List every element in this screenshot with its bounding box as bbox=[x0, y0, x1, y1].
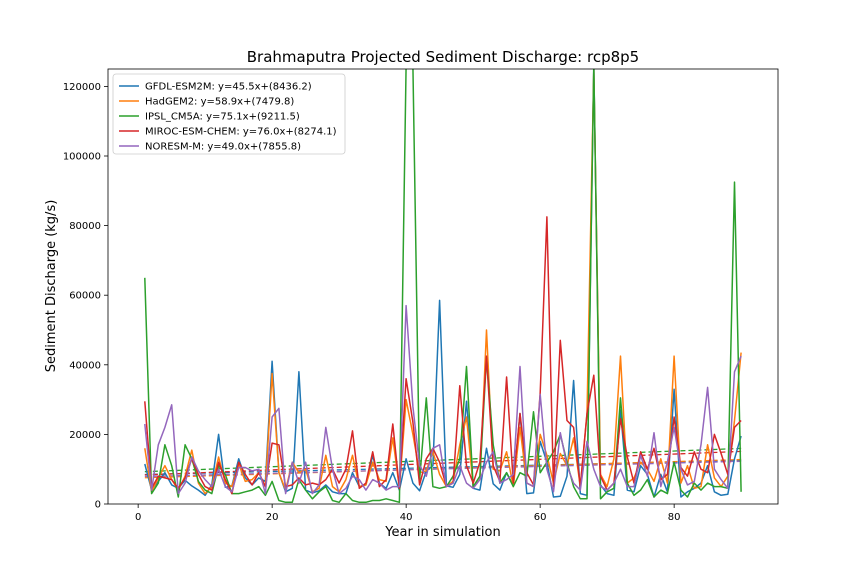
plot-frame bbox=[107, 68, 779, 505]
series-line bbox=[144, 69, 742, 498]
legend-label: IPSL_CM5A: y=75.1x+(9211.5) bbox=[145, 112, 300, 123]
legend: GFDL-ESM2M: y=45.5x+(8436.2) HadGEM2: y=5… bbox=[112, 73, 346, 155]
series-line bbox=[144, 216, 742, 495]
x-axis-title: Year in simulation bbox=[384, 525, 500, 540]
y-axis-title: Sediment Discharge (kg/s) bbox=[44, 200, 59, 373]
series-lines bbox=[144, 69, 742, 504]
x-tick-label: 80 bbox=[668, 512, 681, 523]
x-axis-ticks: 0 20 40 60 80 bbox=[135, 504, 681, 523]
y-tick-label: 60000 bbox=[69, 291, 101, 302]
y-tick-label: 40000 bbox=[69, 360, 101, 371]
y-axis-ticks: 0 20000 40000 60000 80000 100000 120000 bbox=[63, 82, 108, 511]
x-tick-label: 20 bbox=[266, 512, 279, 523]
legend-label: HadGEM2: y=58.9x+(7479.8) bbox=[145, 97, 294, 108]
y-tick-label: 0 bbox=[95, 500, 101, 511]
y-tick-label: 20000 bbox=[69, 430, 101, 441]
legend-label: NORESM-M: y=49.0x+(7855.8) bbox=[145, 142, 301, 153]
y-tick-label: 100000 bbox=[63, 152, 101, 163]
series-line bbox=[144, 69, 742, 504]
legend-label: MIROC-ESM-CHEM: y=76.0x+(8274.1) bbox=[145, 127, 337, 138]
x-tick-label: 60 bbox=[534, 512, 547, 523]
y-tick-label: 80000 bbox=[69, 221, 101, 232]
legend-label: GFDL-ESM2M: y=45.5x+(8436.2) bbox=[145, 82, 312, 93]
series-line bbox=[144, 304, 742, 495]
x-tick-label: 40 bbox=[400, 512, 413, 523]
x-tick-label: 0 bbox=[135, 512, 141, 523]
series-line bbox=[144, 69, 742, 495]
y-tick-label: 120000 bbox=[63, 82, 101, 93]
legend-box bbox=[112, 73, 346, 155]
chart-title: Brahmaputra Projected Sediment Discharge… bbox=[247, 48, 639, 66]
